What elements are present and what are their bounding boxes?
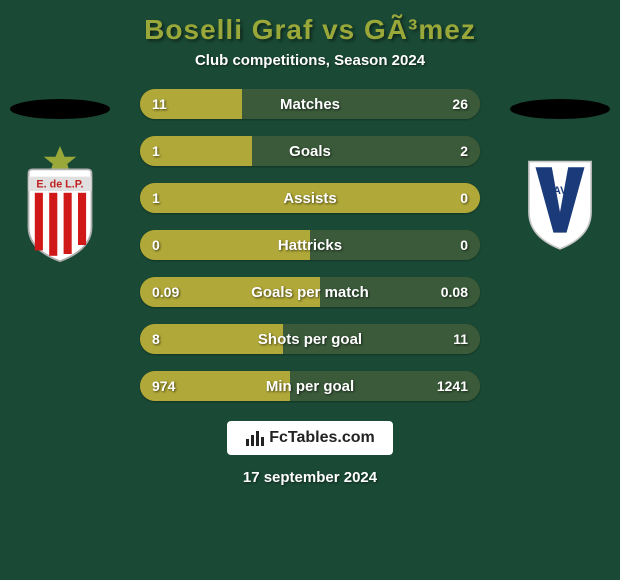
stat-bar: 1126Matches: [140, 89, 480, 119]
content-columns: E. de L.P. CAVS 11: [0, 89, 620, 401]
stat-bar: 9741241Min per goal: [140, 371, 480, 401]
stat-label: Assists: [140, 183, 480, 213]
left-shadow-ellipse: [10, 99, 110, 119]
stat-bar: 10Assists: [140, 183, 480, 213]
fctables-logo: FcTables.com: [227, 421, 393, 455]
logo-text: FcTables.com: [269, 429, 375, 447]
svg-text:E. de L.P.: E. de L.P.: [36, 178, 83, 190]
subtitle: Club competitions, Season 2024: [0, 52, 620, 69]
svg-text:CAVS: CAVS: [546, 185, 575, 197]
stat-label: Matches: [140, 89, 480, 119]
stat-bar: 12Goals: [140, 136, 480, 166]
estudiantes-shield-icon: E. de L.P.: [15, 146, 105, 263]
stat-label: Hattricks: [140, 230, 480, 260]
title: Boselli Graf vs GÃ³mez: [0, 10, 620, 52]
footer: FcTables.com 17 september 2024: [0, 421, 620, 486]
right-shadow-ellipse: [510, 99, 610, 119]
right-team-col: CAVS: [500, 89, 620, 259]
stat-bar: 0.090.08Goals per match: [140, 277, 480, 307]
stat-label: Min per goal: [140, 371, 480, 401]
stat-label: Goals: [140, 136, 480, 166]
left-crest: E. de L.P.: [15, 149, 105, 259]
stat-bars: 1126Matches 12Goals 10Assists 00Hattricks 0.…: [140, 89, 480, 401]
left-team-col: E. de L.P.: [0, 89, 120, 259]
stat-label: Goals per match: [140, 277, 480, 307]
date-text: 17 september 2024: [243, 469, 377, 486]
stat-bar: 00Hattricks: [140, 230, 480, 260]
card-root: Boselli Graf vs GÃ³mez Club competitions…: [0, 0, 620, 580]
velez-shield-icon: CAVS: [519, 155, 601, 253]
bar-chart-icon: [245, 429, 265, 447]
right-crest: CAVS: [515, 149, 605, 259]
stat-label: Shots per goal: [140, 324, 480, 354]
stat-bar: 811Shots per goal: [140, 324, 480, 354]
